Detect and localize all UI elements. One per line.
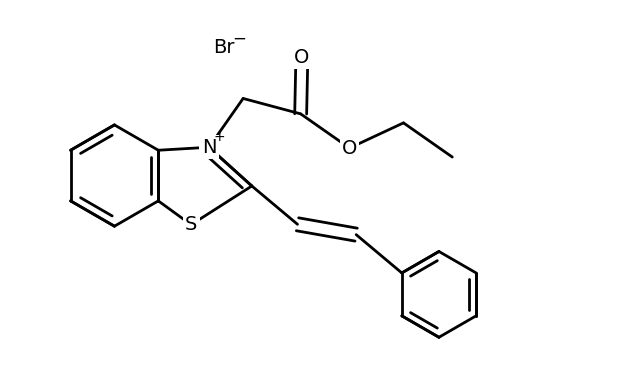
Text: S: S — [185, 215, 197, 234]
Text: O: O — [294, 48, 310, 67]
Text: O: O — [342, 138, 357, 158]
Text: −: − — [232, 30, 246, 48]
Text: N: N — [202, 138, 216, 157]
Text: Br: Br — [212, 38, 234, 57]
Text: +: + — [214, 130, 225, 144]
